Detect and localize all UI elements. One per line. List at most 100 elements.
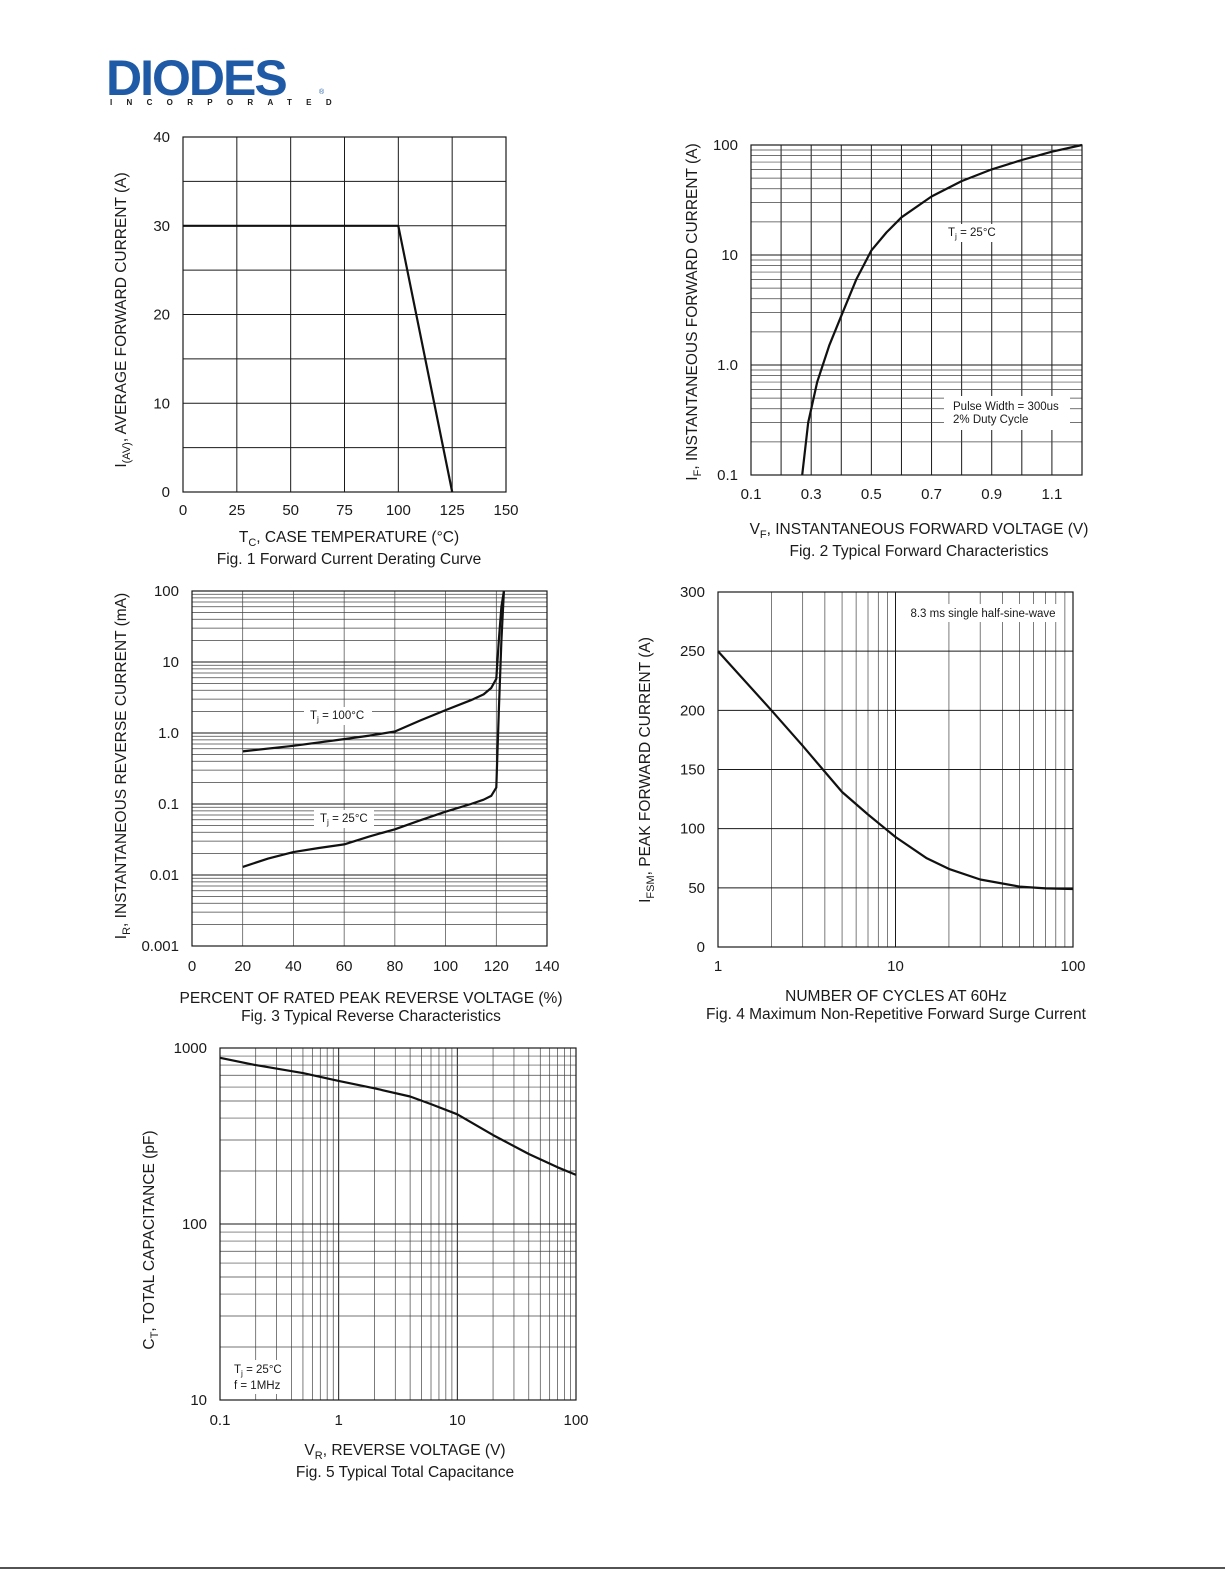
fig4-x-tick: 10 bbox=[887, 958, 904, 975]
fig4-chart: 1 10 100 0 50 100 150 200 250 300 8.3 ms single h… bbox=[637, 584, 1087, 1023]
fig1-y-tick: 20 bbox=[153, 307, 170, 324]
fig5-x-tick: 10 bbox=[449, 1412, 466, 1429]
fig1-x-tick: 50 bbox=[282, 502, 299, 519]
fig2-tj-note: Tj = 25°C bbox=[948, 227, 996, 241]
fig4-x-tick: 1 bbox=[714, 958, 722, 975]
fig5-y-tick: 100 bbox=[182, 1216, 207, 1233]
fig2-series bbox=[801, 143, 1083, 476]
fig4-y-tick: 150 bbox=[680, 762, 705, 779]
fig4-plot-frame bbox=[717, 591, 1074, 948]
fig3-y-tick: 100 bbox=[154, 583, 179, 600]
fig4-caption: Fig. 4 Maximum Non-Repetitive Forward Su… bbox=[706, 1006, 1087, 1023]
fig1-x-tick: 150 bbox=[493, 502, 518, 519]
fig1-gridlines bbox=[183, 137, 506, 492]
fig3-y-tick: 0.001 bbox=[141, 938, 179, 955]
fig3-x-tick: 20 bbox=[234, 958, 251, 975]
fig2-caption: Fig. 2 Typical Forward Characteristics bbox=[790, 543, 1049, 560]
fig1-y-tick: 0 bbox=[162, 484, 170, 501]
fig2-y-tick: 0.1 bbox=[717, 467, 738, 484]
fig3-caption: Fig. 3 Typical Reverse Characteristics bbox=[241, 1008, 501, 1025]
fig1-y-tick: 10 bbox=[153, 395, 170, 412]
fig3-y-tick: 0.1 bbox=[158, 796, 179, 813]
fig1-y-tick: 30 bbox=[153, 218, 170, 235]
fig5-x-tick: 100 bbox=[563, 1412, 588, 1429]
fig1-y-axis-label: I(AV), AVERAGE FORWARD CURRENT (A) bbox=[113, 172, 133, 467]
fig1-tick-labels: 0 25 50 75 100 125 150 0 10 20 30 40 bbox=[153, 129, 518, 519]
fig5-gridlines bbox=[219, 1048, 576, 1401]
fig2-y-tick: 100 bbox=[713, 137, 738, 154]
fig4-y-tick: 300 bbox=[680, 584, 705, 601]
fig3-curve-tj100 bbox=[242, 590, 505, 753]
fig1-x-tick: 75 bbox=[336, 502, 353, 519]
fig5-tj-note: Tj = 25°C bbox=[234, 1364, 282, 1378]
fig5-plot-frame bbox=[219, 1047, 577, 1401]
fig5-x-tick: 1 bbox=[334, 1412, 342, 1429]
fig2-y-tick: 10 bbox=[721, 247, 738, 264]
fig1-x-tick: 0 bbox=[179, 502, 187, 519]
fig3-y-tick: 10 bbox=[162, 654, 179, 671]
fig5-caption: Fig. 5 Typical Total Capacitance bbox=[296, 1464, 514, 1481]
fig3-y-tick: 1.0 bbox=[158, 725, 179, 742]
fig4-y-tick: 200 bbox=[680, 702, 705, 719]
fig2-x-tick: 0.1 bbox=[741, 486, 762, 503]
fig5-x-axis-label: VR, REVERSE VOLTAGE (V) bbox=[304, 1442, 505, 1462]
logo-registered-mark: ® bbox=[319, 88, 325, 96]
fig2-x-tick: 0.9 bbox=[981, 486, 1002, 503]
fig2-gridlines bbox=[751, 145, 1082, 476]
fig3-x-tick: 120 bbox=[484, 958, 509, 975]
fig2-pulse-width-note: Pulse Width = 300us bbox=[953, 401, 1059, 413]
fig3-y-axis-label: IR, INSTANTANEOUS REVERSE CURRENT (mA) bbox=[113, 593, 133, 939]
logo-wordmark: DIODES bbox=[106, 50, 286, 106]
fig3-x-tick: 0 bbox=[188, 958, 196, 975]
fig2-tj-note-background bbox=[942, 224, 1002, 242]
fig2-pulse-legend-background bbox=[944, 396, 1070, 430]
fig1-y-tick: 40 bbox=[153, 129, 170, 146]
fig2-duty-cycle-note: 2% Duty Cycle bbox=[953, 414, 1028, 426]
fig2-tick-labels: 0.1 0.3 0.5 0.7 0.9 1.1 0.1 1.0 10 100 bbox=[713, 137, 1062, 503]
fig3-x-tick: 140 bbox=[534, 958, 559, 975]
fig5-freq-note: f = 1MHz bbox=[234, 1380, 281, 1392]
fig3-x-tick: 80 bbox=[387, 958, 404, 975]
fig4-x-tick: 100 bbox=[1060, 958, 1085, 975]
fig4-series bbox=[717, 650, 1074, 891]
fig3-curve-tj25 bbox=[242, 590, 505, 868]
fig3-x-tick: 100 bbox=[433, 958, 458, 975]
fig2-x-tick: 0.3 bbox=[801, 486, 822, 503]
fig4-y-tick: 100 bbox=[680, 821, 705, 838]
fig2-x-tick: 0.7 bbox=[921, 486, 942, 503]
fig5-x-tick: 0.1 bbox=[210, 1412, 231, 1429]
fig1-chart: 0 25 50 75 100 125 150 0 10 20 30 40 I(AV), AVERAGE… bbox=[113, 129, 519, 568]
logo-subtitle: INCORPORATED bbox=[110, 98, 346, 107]
fig1-caption: Fig. 1 Forward Current Derating Curve bbox=[217, 551, 481, 568]
fig4-y-tick: 250 bbox=[680, 643, 705, 660]
fig1-derating-line bbox=[183, 224, 454, 493]
fig1-x-tick: 125 bbox=[440, 502, 465, 519]
fig4-y-axis-label: IFSM, PEAK FORWARD CURRENT (A) bbox=[637, 637, 657, 903]
fig3-tj25-note: Tj = 25°C bbox=[320, 813, 368, 827]
fig5-chart: 0.1 1 10 100 10 100 1000 Tj = 25°C f = 1MHz CT… bbox=[141, 1040, 589, 1481]
fig3-x-axis-label: PERCENT OF RATED PEAK REVERSE VOLTAGE (%… bbox=[180, 990, 563, 1007]
fig2-forward-curve bbox=[801, 143, 1083, 476]
fig4-y-tick: 0 bbox=[697, 939, 705, 956]
fig5-y-axis-label: CT, TOTAL CAPACITANCE (pF) bbox=[141, 1130, 161, 1349]
fig3-chart: 0 20 40 60 80 100 120 140 0.001 0.01 0.1 1.0 10 100 T… bbox=[113, 583, 562, 1025]
fig5-y-tick: 1000 bbox=[174, 1040, 207, 1057]
fig3-plot-frame bbox=[191, 590, 548, 947]
fig4-y-tick: 50 bbox=[688, 880, 705, 897]
fig5-y-tick: 10 bbox=[190, 1392, 207, 1409]
fig5-series bbox=[219, 1056, 577, 1176]
fig1-x-axis-label: TC, CASE TEMPERATURE (°C) bbox=[239, 529, 459, 549]
fig4-tick-labels: 1 10 100 0 50 100 150 200 250 300 bbox=[680, 584, 1086, 975]
fig4-surge-curve bbox=[717, 650, 1074, 891]
fig2-x-tick: 1.1 bbox=[1041, 486, 1062, 503]
fig2-x-tick: 0.5 bbox=[861, 486, 882, 503]
fig5-note-background bbox=[228, 1360, 288, 1394]
fig1-series bbox=[183, 224, 454, 493]
fig4-gridlines bbox=[717, 592, 1073, 947]
fig3-series bbox=[242, 590, 505, 868]
fig2-plot-frame bbox=[750, 144, 1083, 476]
fig2-y-axis-label: IF, INSTANTANEOUS FORWARD CURRENT (A) bbox=[684, 143, 704, 480]
fig3-tj25-note-background bbox=[314, 810, 374, 828]
fig4-note-background bbox=[903, 604, 1063, 622]
